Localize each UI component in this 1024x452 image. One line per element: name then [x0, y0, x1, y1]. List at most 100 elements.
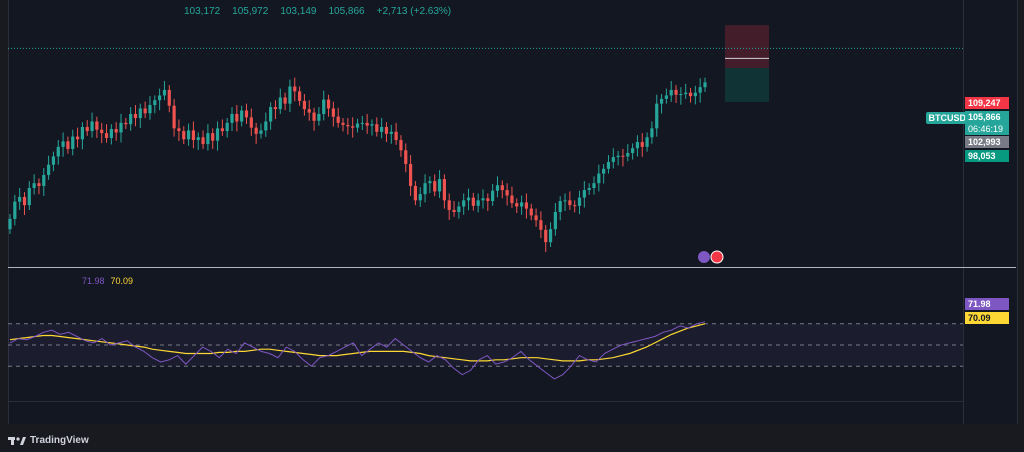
candle	[462, 200, 466, 207]
candle	[249, 117, 253, 128]
candle	[573, 205, 577, 207]
rsi-bottom-border	[8, 401, 963, 402]
candle	[293, 86, 297, 92]
candle	[655, 103, 659, 129]
candle	[133, 113, 138, 119]
pane-separator[interactable]	[8, 267, 1016, 268]
candle	[500, 185, 504, 191]
candle	[674, 89, 678, 95]
candle	[75, 136, 80, 140]
candle	[269, 107, 273, 122]
candle	[90, 121, 94, 132]
candle	[235, 113, 239, 122]
candle	[297, 91, 302, 101]
rsi-legend: 71.98 70.09	[82, 276, 133, 286]
candle	[524, 202, 529, 209]
candle	[153, 100, 157, 106]
candle	[331, 108, 335, 117]
candle	[129, 113, 133, 125]
candle	[162, 89, 167, 96]
rsi-line	[9, 321, 706, 380]
candle	[457, 206, 461, 212]
candle	[215, 128, 220, 141]
candle	[568, 200, 572, 206]
candle	[558, 201, 562, 212]
candle	[592, 183, 596, 188]
candle	[336, 116, 340, 123]
candle	[8, 218, 12, 230]
candle	[302, 100, 307, 110]
candle	[56, 146, 60, 157]
candle	[587, 188, 591, 191]
candle	[18, 196, 22, 202]
candle	[109, 129, 113, 138]
candle	[418, 194, 422, 201]
candle	[317, 113, 321, 121]
candle	[220, 128, 224, 132]
candle	[283, 97, 287, 104]
chart-frame	[8, 0, 1018, 424]
candle	[544, 229, 548, 243]
candle	[577, 197, 582, 206]
candle	[346, 124, 350, 127]
candle	[355, 123, 360, 128]
low-value: 103,149	[280, 6, 317, 17]
candle	[27, 188, 31, 206]
candle	[206, 133, 210, 145]
candle	[394, 131, 398, 140]
candle	[273, 107, 278, 110]
candle	[225, 122, 229, 132]
us-flag-icon	[710, 250, 724, 264]
rsi-legend-value: 71.98	[82, 276, 105, 286]
candle	[240, 110, 244, 122]
candle	[138, 108, 142, 119]
candle	[182, 131, 186, 140]
candle	[365, 122, 369, 126]
candle	[616, 155, 620, 158]
candle	[119, 122, 123, 133]
candle	[519, 202, 524, 207]
candle	[534, 215, 538, 221]
event-lightning-icon	[698, 251, 710, 263]
candle	[404, 150, 408, 164]
candle	[452, 209, 456, 212]
candle	[408, 164, 413, 186]
candle	[548, 229, 553, 243]
candle	[510, 195, 514, 204]
candle	[191, 130, 196, 140]
tradingview-logo[interactable]: TradingView	[8, 435, 89, 446]
candle	[370, 124, 374, 126]
candle	[466, 197, 471, 201]
brand-label: TradingView	[30, 435, 89, 446]
candle	[230, 113, 234, 123]
candle	[645, 137, 649, 147]
candle	[312, 112, 316, 121]
candle	[437, 179, 442, 192]
target-zone	[725, 25, 769, 69]
candle	[428, 181, 432, 184]
symbol-tag[interactable]: BTCUSD	[925, 112, 969, 124]
candle	[515, 203, 519, 207]
candle	[664, 95, 668, 99]
candle	[505, 190, 509, 196]
candle	[635, 142, 640, 149]
candle	[211, 133, 215, 141]
price-axis-separator	[963, 0, 964, 424]
candle	[201, 137, 205, 145]
candle	[606, 161, 611, 169]
candle	[278, 97, 282, 110]
candle	[351, 126, 355, 128]
candle	[124, 122, 128, 125]
entry-price-label: 102,993	[965, 136, 1009, 148]
candle	[626, 153, 630, 157]
candle	[640, 142, 644, 147]
candle	[95, 121, 99, 130]
candle	[491, 190, 495, 202]
candle	[476, 200, 480, 206]
candle	[341, 122, 345, 125]
candle	[264, 121, 268, 131]
candle	[42, 174, 46, 186]
candle	[433, 181, 437, 192]
candle	[486, 198, 490, 202]
